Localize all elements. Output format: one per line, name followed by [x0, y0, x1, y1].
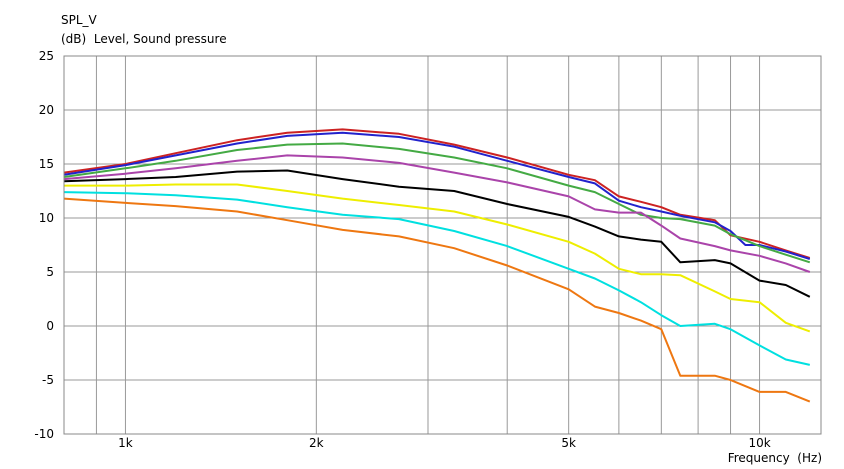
y-tick-label: 5	[46, 265, 54, 279]
y-tick-label: -5	[42, 373, 54, 387]
series-line-8	[63, 197, 811, 403]
y-tick-label: -10	[34, 427, 54, 441]
x-tick-label: 1k	[118, 436, 133, 450]
series-line-2	[63, 131, 811, 260]
series-line-6	[64, 183, 811, 333]
x-tick-label: 2k	[309, 436, 324, 450]
y-tick-label: 15	[39, 157, 54, 171]
x-tick-labels: 1k 2k 5k 10k	[118, 436, 771, 450]
x-tick-label: 10k	[748, 436, 770, 450]
series-line-5	[63, 169, 811, 298]
plot-frame	[63, 55, 822, 435]
x-tick-label: 5k	[561, 436, 576, 450]
series-line-3	[63, 142, 811, 264]
chart-title: SPL_V	[61, 13, 97, 27]
series-line-4	[63, 154, 811, 273]
y-axis-label: (dB) Level, Sound pressure	[61, 32, 227, 46]
y-tick-label: 10	[39, 211, 54, 225]
series-line-7	[63, 191, 811, 366]
y-tick-labels: 25 20 15 10 5 0 -5 -10	[34, 49, 54, 441]
y-tick-label: 0	[46, 319, 54, 333]
x-axis-label: Frequency (Hz)	[727, 451, 822, 465]
y-tick-label: 25	[39, 49, 54, 63]
y-tick-label: 20	[39, 103, 54, 117]
series-lines	[63, 128, 811, 403]
